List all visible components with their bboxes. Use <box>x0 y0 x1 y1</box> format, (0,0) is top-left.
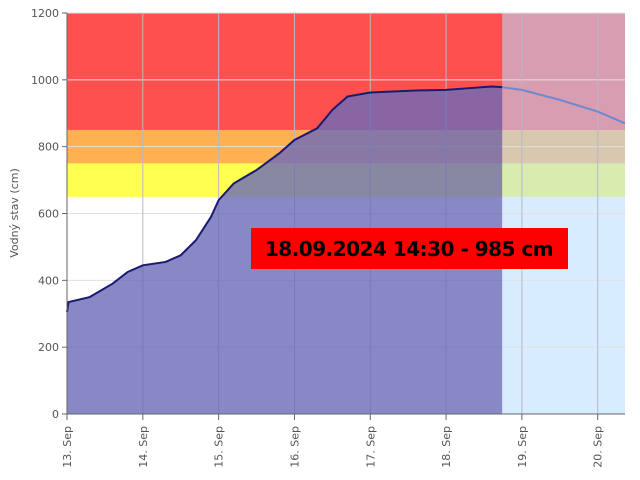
y-tick-label: 1200 <box>31 7 59 20</box>
y-tick-label: 0 <box>52 408 59 421</box>
y-tick-label: 400 <box>38 274 59 287</box>
line <box>502 86 626 125</box>
x-tick-label: 15. Sep <box>213 426 226 468</box>
y-tick-label: 1000 <box>31 74 59 87</box>
y-axis-label: Vodný stav (cm) <box>8 168 21 258</box>
x-tick-label: 13. Sep <box>61 426 74 468</box>
y-tick-label: 600 <box>38 208 59 221</box>
line <box>66 85 503 313</box>
x-tick-label: 16. Sep <box>288 426 301 468</box>
x-tick-label: 19. Sep <box>516 426 529 468</box>
x-tick-label: 18. Sep <box>440 426 453 468</box>
x-tick-label: 20. Sep <box>592 426 605 468</box>
annotation-box <box>251 228 568 269</box>
y-tick-label: 200 <box>38 341 59 354</box>
x-tick-label: 17. Sep <box>364 426 377 468</box>
x-tick-label: 14. Sep <box>137 426 150 468</box>
annotation: 18.09.2024 14:30 - 985 cm <box>265 237 553 261</box>
y-tick-label: 800 <box>38 141 59 154</box>
